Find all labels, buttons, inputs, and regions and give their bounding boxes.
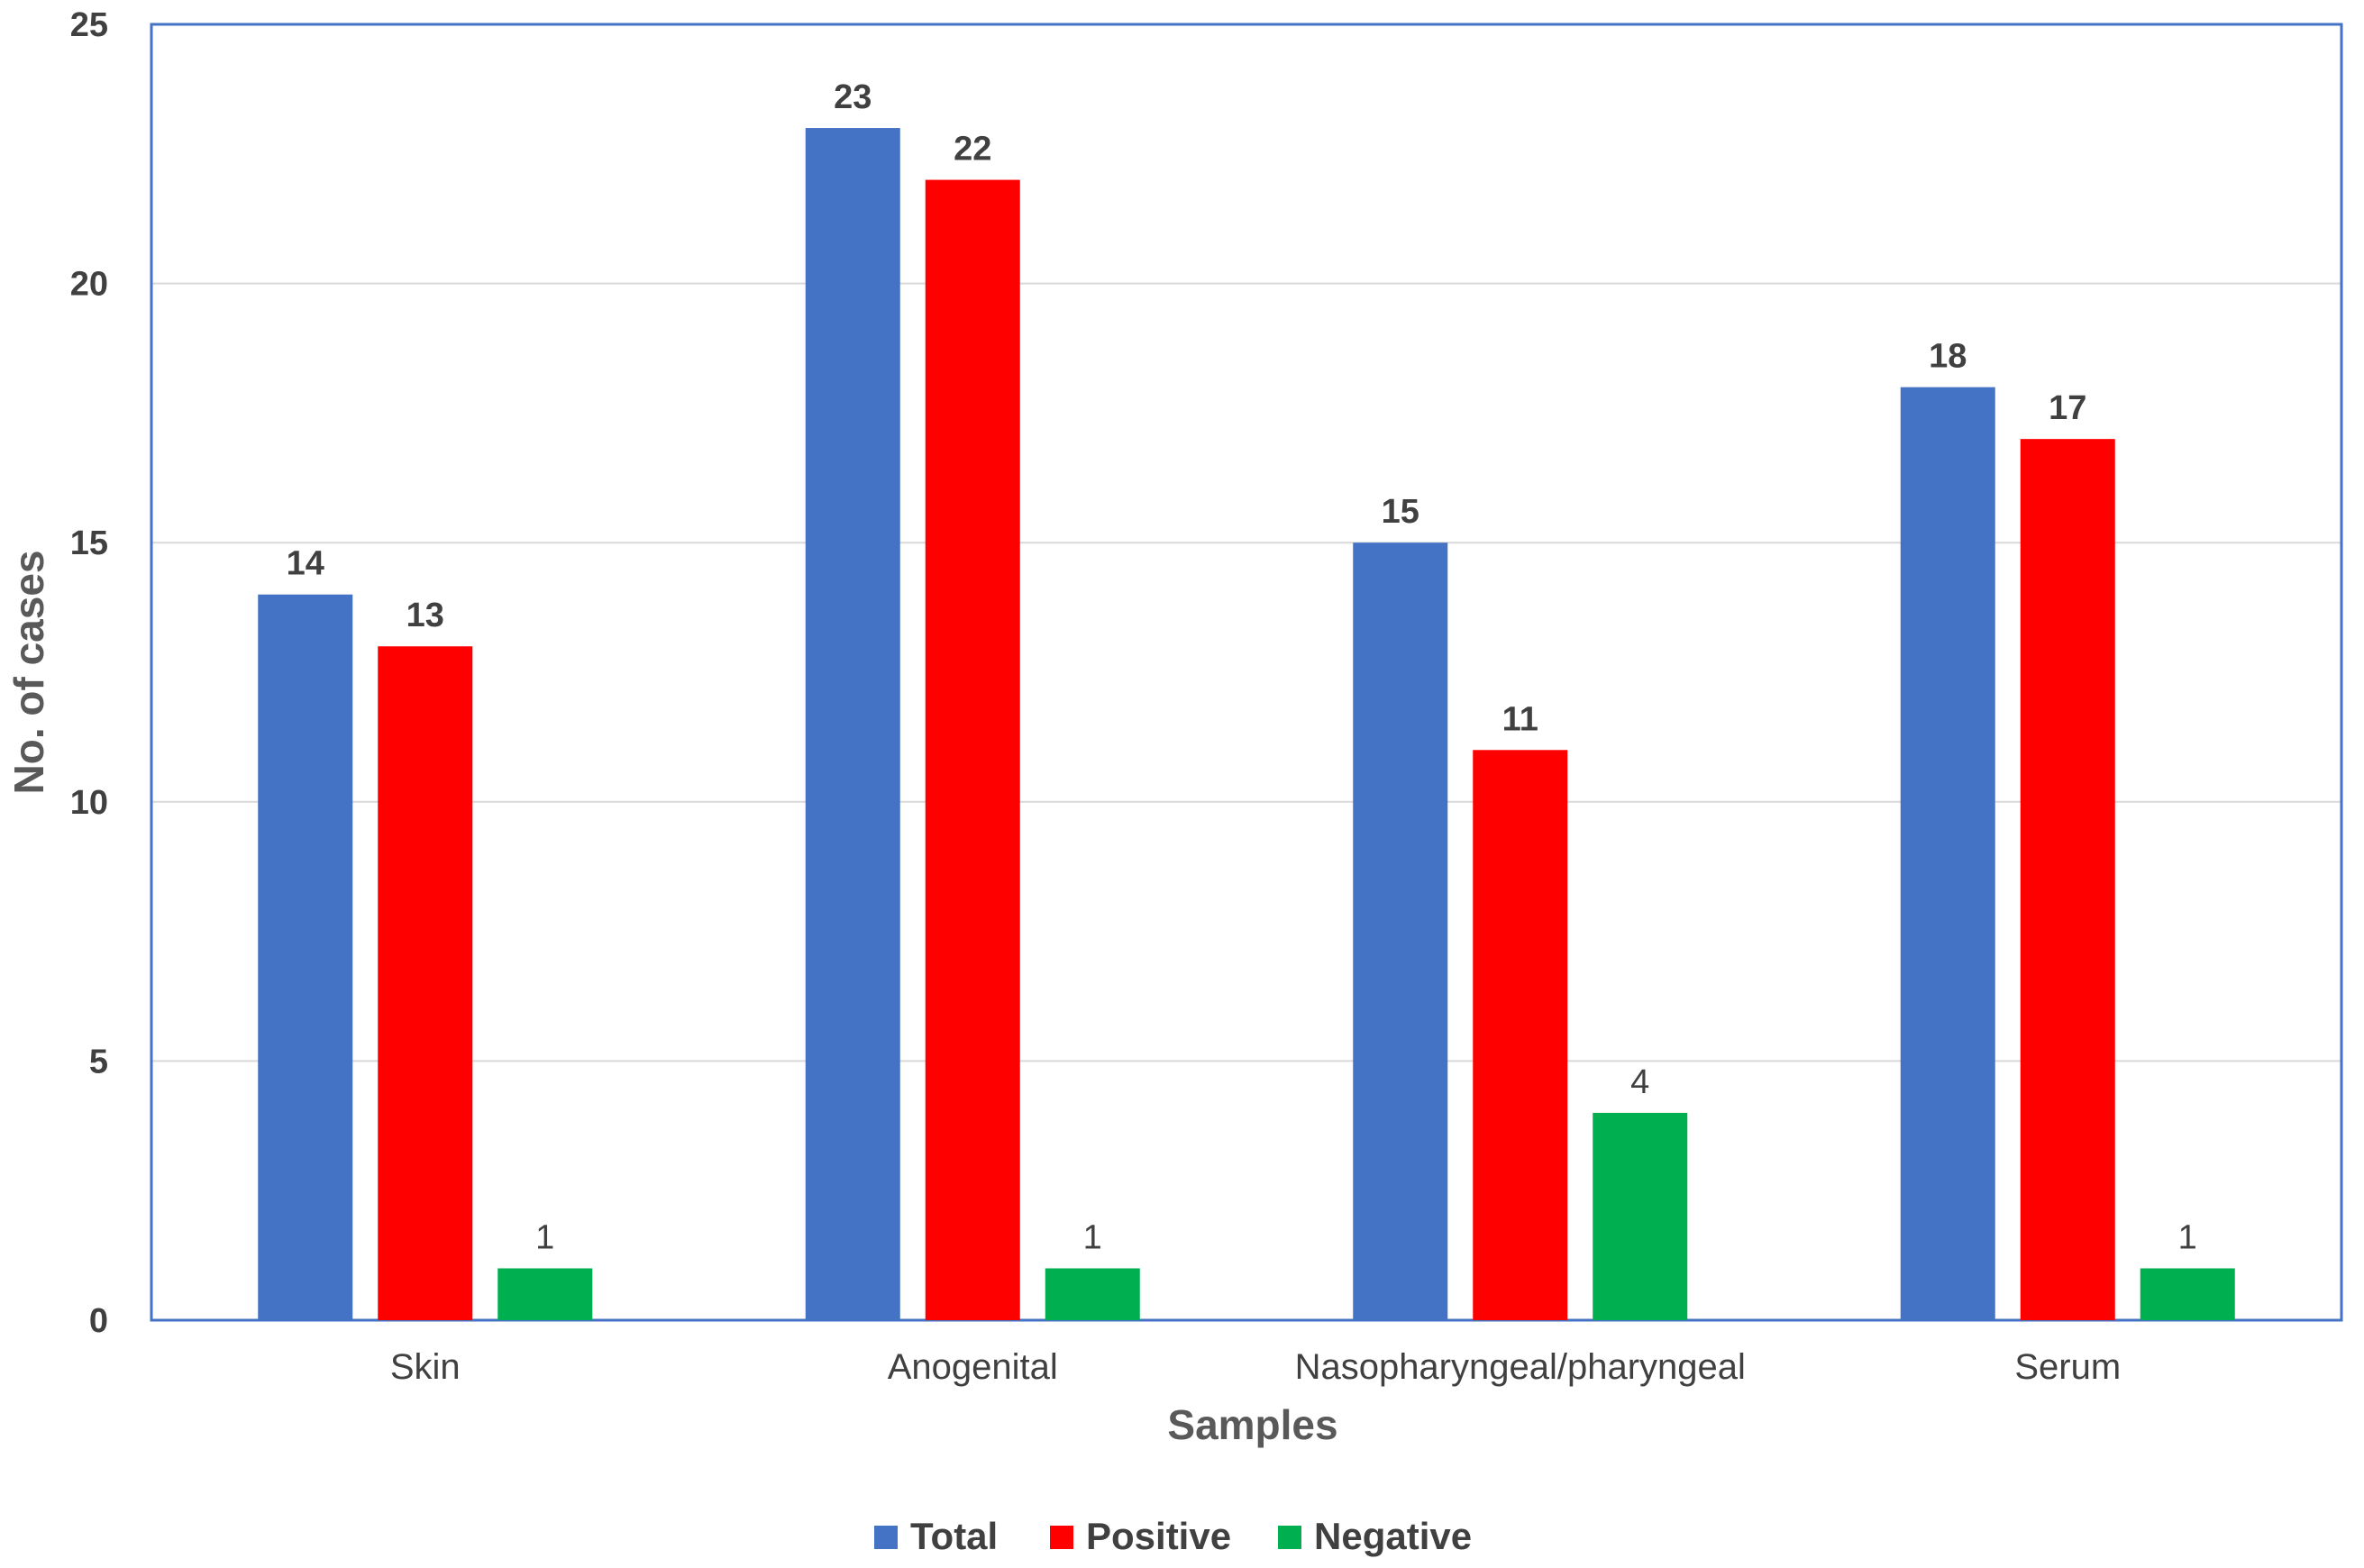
bar-positive — [1473, 750, 1568, 1320]
y-tick-label: 10 — [70, 784, 108, 822]
legend-swatch-positive — [1050, 1526, 1073, 1549]
bar-total — [805, 128, 900, 1320]
x-tick-label: Nasopharyngeal/pharyngeal — [1295, 1347, 1746, 1387]
legend-swatch-negative — [1278, 1526, 1301, 1549]
x-tick-label: Skin — [390, 1347, 461, 1387]
data-label: 1 — [2178, 1218, 2197, 1256]
plot-area-border — [150, 23, 2343, 1322]
x-tick-label: Anogenital — [888, 1347, 1058, 1387]
bar-total — [258, 594, 353, 1320]
data-label: 17 — [2049, 389, 2086, 427]
legend-label-negative: Negative — [1314, 1515, 1472, 1557]
data-label: 1 — [535, 1218, 554, 1256]
x-axis-title: Samples — [1167, 1401, 1337, 1448]
data-label: 4 — [1630, 1063, 1649, 1101]
x-axis-category-labels: Skin Anogenital Nasopharyngeal/pharyngeal S… — [390, 1347, 2121, 1387]
y-axis-ticks: 0 5 10 15 20 25 — [70, 6, 108, 1340]
bar-negative — [1593, 1112, 1688, 1320]
bars — [258, 128, 2235, 1320]
y-tick-label: 20 — [70, 266, 108, 304]
data-label: 22 — [954, 131, 991, 169]
legend-label-total: Total — [910, 1515, 998, 1557]
legend: Total Positive Negative — [874, 1515, 1472, 1557]
bar-negative — [1045, 1268, 1140, 1320]
legend-label-positive: Positive — [1086, 1515, 1231, 1557]
y-tick-label: 15 — [70, 524, 108, 562]
data-label: 1 — [1083, 1218, 1102, 1256]
bar-negative — [2140, 1268, 2235, 1320]
bar-positive — [378, 646, 473, 1320]
legend-swatch-total — [874, 1526, 898, 1549]
data-label: 18 — [1929, 338, 1967, 376]
y-tick-label: 25 — [70, 6, 108, 44]
data-label: 11 — [1502, 700, 1538, 738]
data-label: 15 — [1382, 493, 1419, 531]
bar-total — [1900, 387, 1995, 1320]
data-label: 13 — [406, 597, 444, 634]
gridlines — [151, 282, 2341, 1062]
bar-negative — [497, 1268, 593, 1320]
bar-total — [1353, 542, 1448, 1320]
y-tick-label: 0 — [89, 1302, 108, 1340]
bar-positive — [2020, 439, 2115, 1320]
y-tick-label: 5 — [89, 1043, 108, 1080]
x-tick-label: Serum — [2014, 1347, 2121, 1387]
data-label: 23 — [834, 78, 872, 116]
data-labels: 14 13 1 23 22 1 15 11 4 18 17 1 — [287, 78, 2197, 1256]
data-label: 14 — [287, 545, 324, 583]
bar-positive — [925, 179, 1020, 1320]
y-axis-title: No. of cases — [5, 551, 52, 795]
